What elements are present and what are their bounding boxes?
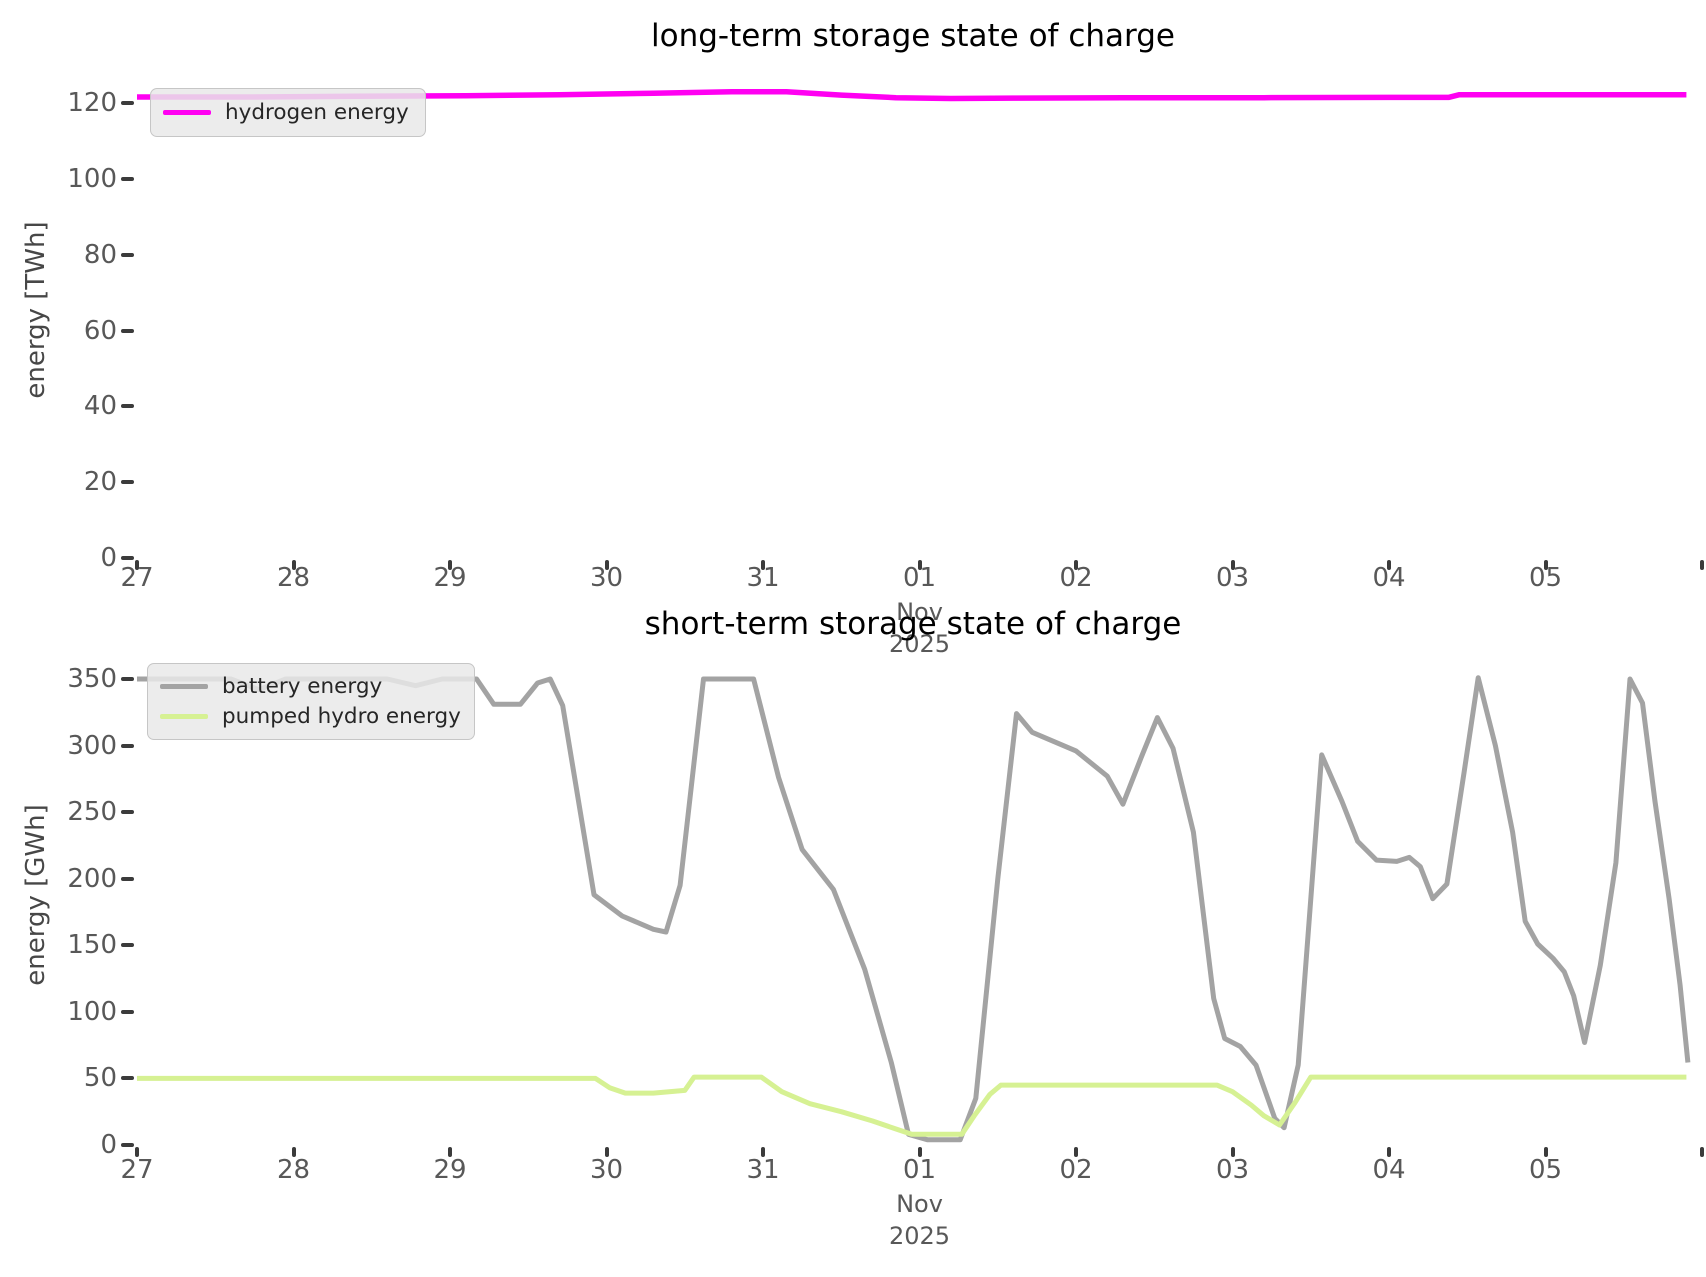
y-tick-label: 100: [67, 164, 117, 195]
x-period-label: 2025: [888, 1222, 951, 1250]
y-tick-label: 150: [67, 930, 117, 961]
x-tick-mark: [1230, 1147, 1235, 1157]
x-tick-label: 28: [276, 1155, 311, 1185]
y-tick-mark: [121, 328, 134, 333]
x-tick-mark-edge: [1700, 1147, 1704, 1157]
y-tick-label: 0: [100, 1130, 117, 1160]
x-tick-mark: [917, 559, 922, 570]
x-tick-mark: [761, 559, 765, 570]
y-tick-mark: [121, 1143, 134, 1147]
y-tick-mark: [121, 479, 134, 484]
y-tick-mark: [121, 876, 134, 881]
legend-swatch-hydrogen-energy: [163, 110, 211, 115]
y-tick-label: 100: [67, 996, 117, 1027]
x-tick-mark: [1074, 559, 1078, 570]
x-tick-mark: [291, 1147, 296, 1157]
x-tick-label: 27: [120, 1155, 154, 1185]
legend-row: battery energy: [160, 674, 462, 699]
x-tick-label: 01: [902, 563, 937, 593]
x-tick-mark: [604, 1147, 609, 1157]
legend-label: battery energy: [222, 673, 383, 699]
legend-row: pumped hydro energy: [160, 704, 462, 729]
x-tick-label: 04: [1372, 563, 1406, 593]
x-tick-mark: [761, 1147, 765, 1157]
legend-swatch-pumped-hydro-energy: [160, 714, 208, 720]
y-tick-mark: [121, 252, 134, 257]
y-tick-label: 50: [83, 1063, 117, 1094]
y-tick-mark: [121, 555, 134, 560]
y-tick-mark: [121, 677, 134, 681]
series-line-pumped-hydro-energy: [137, 1074, 1687, 1137]
series-line-hydrogen-energy: [137, 88, 1687, 102]
x-tick-label: 03: [1215, 563, 1250, 593]
x-tick-mark: [448, 559, 452, 570]
x-tick-mark: [291, 559, 296, 570]
y-tick-mark: [121, 1009, 134, 1014]
y-tick-label: 250: [67, 797, 117, 828]
x-period-label: 2025: [888, 630, 951, 658]
x-tick-mark: [1543, 559, 1548, 570]
y-tick-label: 40: [83, 391, 117, 422]
y-tick-mark: [121, 943, 134, 948]
y-tick-mark: [121, 743, 134, 748]
x-tick-mark: [1074, 1147, 1078, 1157]
x-tick-label: 27: [120, 563, 154, 593]
x-tick-label: 31: [746, 1155, 780, 1185]
x-tick-label: 01: [902, 1155, 937, 1185]
legend-row: hydrogen energy: [163, 100, 413, 125]
x-tick-label: 05: [1528, 563, 1563, 593]
y-tick-mark: [121, 177, 134, 182]
x-tick-label: 03: [1215, 1155, 1250, 1185]
long-term-chart-title: long-term storage state of charge: [651, 18, 1175, 54]
x-tick-label: 02: [1059, 563, 1093, 593]
x-tick-mark: [1230, 559, 1235, 570]
x-tick-mark: [1387, 559, 1391, 570]
legend-label: hydrogen energy: [225, 100, 409, 125]
short-term-legend: battery energy pumped hydro energy: [147, 663, 475, 740]
x-tick-label: 29: [433, 563, 467, 593]
x-tick-mark: [604, 559, 609, 570]
y-tick-label: 350: [67, 664, 117, 694]
y-tick-label: 80: [83, 239, 117, 270]
long-term-legend: hydrogen energy: [150, 88, 426, 137]
x-tick-mark: [135, 559, 139, 570]
short-term-chart-title: short-term storage state of charge: [644, 606, 1182, 642]
series-line-battery-energy: [137, 675, 1691, 1143]
x-tick-label: 28: [276, 563, 311, 593]
legend-label: pumped hydro energy: [222, 704, 461, 730]
y-tick-label: 120: [67, 88, 117, 119]
y-tick-label: 200: [67, 863, 117, 894]
x-tick-label: 05: [1528, 1155, 1563, 1185]
x-period-label: Nov: [896, 598, 943, 626]
y-tick-mark: [121, 404, 134, 409]
y-tick-label: 0: [100, 542, 117, 573]
y-tick-mark: [121, 101, 134, 106]
y-tick-mark: [121, 1076, 134, 1081]
x-tick-mark: [1387, 1147, 1391, 1157]
x-tick-mark: [135, 1147, 139, 1157]
y-tick-label: 300: [67, 730, 117, 761]
y-tick-mark: [121, 810, 134, 815]
x-tick-label: 31: [746, 563, 780, 593]
x-tick-mark: [448, 1147, 452, 1157]
y-tick-label: 20: [83, 466, 117, 497]
x-tick-label: 30: [589, 1155, 624, 1185]
x-tick-label: 04: [1372, 1155, 1406, 1185]
legend-swatch-battery-energy: [160, 683, 208, 689]
x-tick-label: 29: [433, 1155, 467, 1185]
x-tick-label: 30: [589, 563, 624, 593]
x-period-label: Nov: [896, 1190, 943, 1218]
x-tick-mark: [917, 1147, 922, 1157]
x-tick-label: 02: [1059, 1155, 1093, 1185]
y-tick-label: 60: [83, 315, 117, 346]
x-tick-mark: [1543, 1147, 1548, 1157]
x-tick-mark-edge: [1700, 559, 1704, 570]
